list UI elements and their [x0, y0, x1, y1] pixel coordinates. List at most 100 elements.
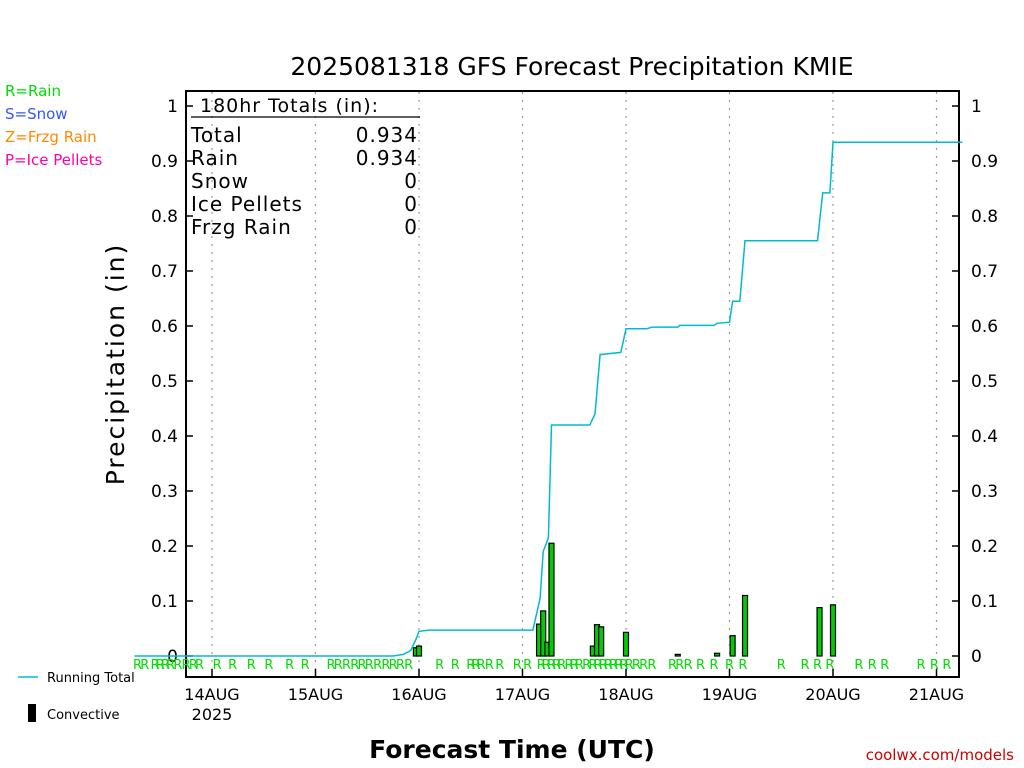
y-tick-label: 0.4 — [151, 427, 178, 447]
y-tick-label-right: 0.8 — [971, 207, 998, 227]
running-total-line — [134, 141, 963, 657]
y-tick-label-right: 0.3 — [971, 482, 998, 502]
totals-row-value: 0.934 — [356, 123, 418, 147]
ptype-marker: R — [471, 658, 480, 673]
ptype-marker: R — [334, 658, 343, 673]
ptype-marker: R — [609, 658, 618, 673]
x-tick-label: 17AUG — [495, 685, 550, 704]
ptype-marker: R — [547, 658, 556, 673]
ptype-marker: R — [625, 658, 634, 673]
ptype-marker: R — [301, 658, 310, 673]
ptype-marker: R — [495, 658, 504, 673]
y-tick-label-right: 0.6 — [971, 317, 998, 337]
x-year-label: 2025 — [192, 705, 233, 724]
ptype-marker: R — [575, 658, 584, 673]
ptype-marker: R — [466, 658, 475, 673]
ptype-marker: R — [632, 658, 641, 673]
y-axis-label: Precipitation (in) — [101, 243, 130, 486]
totals-row-value: 0 — [404, 169, 418, 193]
y-tick-label-right: 0.7 — [971, 262, 998, 282]
x-tick-label: 14AUG — [184, 685, 239, 704]
totals-row-label: Ice Pellets — [191, 192, 303, 216]
ptype-marker: R — [675, 658, 684, 673]
x-tick-label: 19AUG — [702, 685, 757, 704]
ptype-marker: R — [801, 658, 810, 673]
precip-bar — [622, 631, 630, 657]
y-tick-label: 0.5 — [151, 372, 178, 392]
totals-box: 180hr Totals (in): Total 0.934 Rain 0.934 Sno… — [190, 95, 420, 239]
legend-bar-swatch — [28, 704, 36, 722]
totals-row-label: Total — [190, 123, 243, 147]
ptype-marker: R — [777, 658, 786, 673]
ptype-marker: R — [451, 658, 460, 673]
x-tick-label: 20AUG — [805, 685, 860, 704]
precip-bar — [729, 635, 736, 657]
legend-convective: Convective — [47, 708, 120, 723]
chart-title: 2025081318 GFS Forecast Precipitation KM… — [290, 52, 853, 81]
precip-bars — [412, 542, 837, 657]
ptype-marker: R — [247, 658, 256, 673]
totals-header: 180hr Totals (in): — [200, 95, 379, 117]
ptype-marker: R — [868, 658, 877, 673]
ptype-marker: R — [668, 658, 677, 673]
y-tick-label: 0.8 — [151, 207, 178, 227]
ptype-marker: R — [373, 658, 382, 673]
ptype-marker: R — [342, 658, 351, 673]
ptype-marker: R — [173, 658, 182, 673]
ptype-marker: R — [182, 658, 191, 673]
precip-bar — [415, 645, 423, 657]
ptype-marker: R — [813, 658, 822, 673]
x-axis-label: Forecast Time (UTC) — [369, 735, 655, 764]
ptype-marker: R — [381, 658, 390, 673]
ptype-marker: R — [228, 658, 237, 673]
ptype-marker: R — [709, 658, 718, 673]
ptype-marker: R — [639, 658, 648, 673]
y-tick-label-right: 0.1 — [971, 592, 998, 612]
ptype-marker: R — [854, 658, 863, 673]
precip-bar — [713, 652, 721, 657]
ptype-marker: R — [513, 658, 522, 673]
y-tick-label: 0.1 — [151, 592, 178, 612]
ptype-marker: R — [588, 658, 597, 673]
precip-bar — [674, 653, 681, 657]
y-tick-label-right: 0.2 — [971, 537, 998, 557]
plot-frame — [185, 90, 960, 678]
ptype-marker: R — [156, 658, 165, 673]
y-tick-label: 0.7 — [151, 262, 178, 282]
ptype-marker: R — [166, 658, 175, 673]
totals-row-label: Frzg Rain — [191, 215, 292, 239]
ptype-marker: R — [570, 658, 579, 673]
ptype-legend-item: P=Ice Pellets — [5, 151, 102, 169]
x-tick-label: 18AUG — [598, 685, 653, 704]
ptype-marker: R — [404, 658, 413, 673]
ptype-marker: R — [264, 658, 273, 673]
y-tick-label-right: 1 — [971, 97, 982, 117]
ptype-marker: R — [213, 658, 222, 673]
ptype-marker: R — [738, 658, 747, 673]
ptype-marker: R — [599, 658, 608, 673]
ptype-marker: R — [477, 658, 486, 673]
ptype-marker: R — [614, 658, 623, 673]
y-axis-ticks: 0 00.1 0.10.2 0.20.3 0.30.4 0.40.5 0.50.6 0.60.… — [151, 97, 998, 667]
x-axis-ticks: 14AUG 15AUG 16AUG 17AUG 18AUG 19AUG 20AUG 21AUG… — [184, 669, 964, 724]
ptype-marker: R — [151, 658, 160, 673]
totals-row-label: Snow — [191, 169, 249, 193]
ptype-marker: R — [684, 658, 693, 673]
ptype-legend: R=Rain S=Snow Z=Frzg Rain P=Ice Pellets — [5, 82, 102, 169]
ptype-marker: R — [285, 658, 294, 673]
y-tick-label: 1 — [167, 97, 178, 117]
precip-bar — [816, 606, 823, 657]
x-tick-label: 16AUG — [391, 685, 446, 704]
ptype-marker: R — [195, 658, 204, 673]
precip-bar — [540, 610, 547, 657]
ptype-marker: R — [396, 658, 405, 673]
totals-row-value: 0 — [404, 192, 418, 216]
ptype-marker: R — [365, 658, 374, 673]
y-tick-label: 0.6 — [151, 317, 178, 337]
y-tick-label: 0 — [167, 647, 178, 667]
ptype-marker: R — [189, 658, 198, 673]
ptype-marker: R — [350, 658, 359, 673]
totals-row-value: 0.934 — [356, 146, 418, 170]
